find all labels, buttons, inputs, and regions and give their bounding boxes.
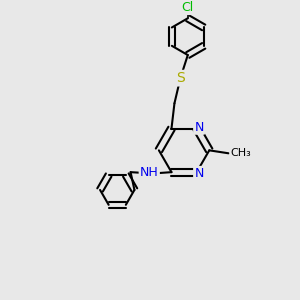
- Text: NH: NH: [140, 166, 159, 179]
- Text: Cl: Cl: [182, 1, 194, 14]
- Text: CH₃: CH₃: [230, 148, 251, 158]
- Text: S: S: [176, 71, 185, 85]
- Text: N: N: [194, 121, 204, 134]
- Text: N: N: [194, 167, 204, 180]
